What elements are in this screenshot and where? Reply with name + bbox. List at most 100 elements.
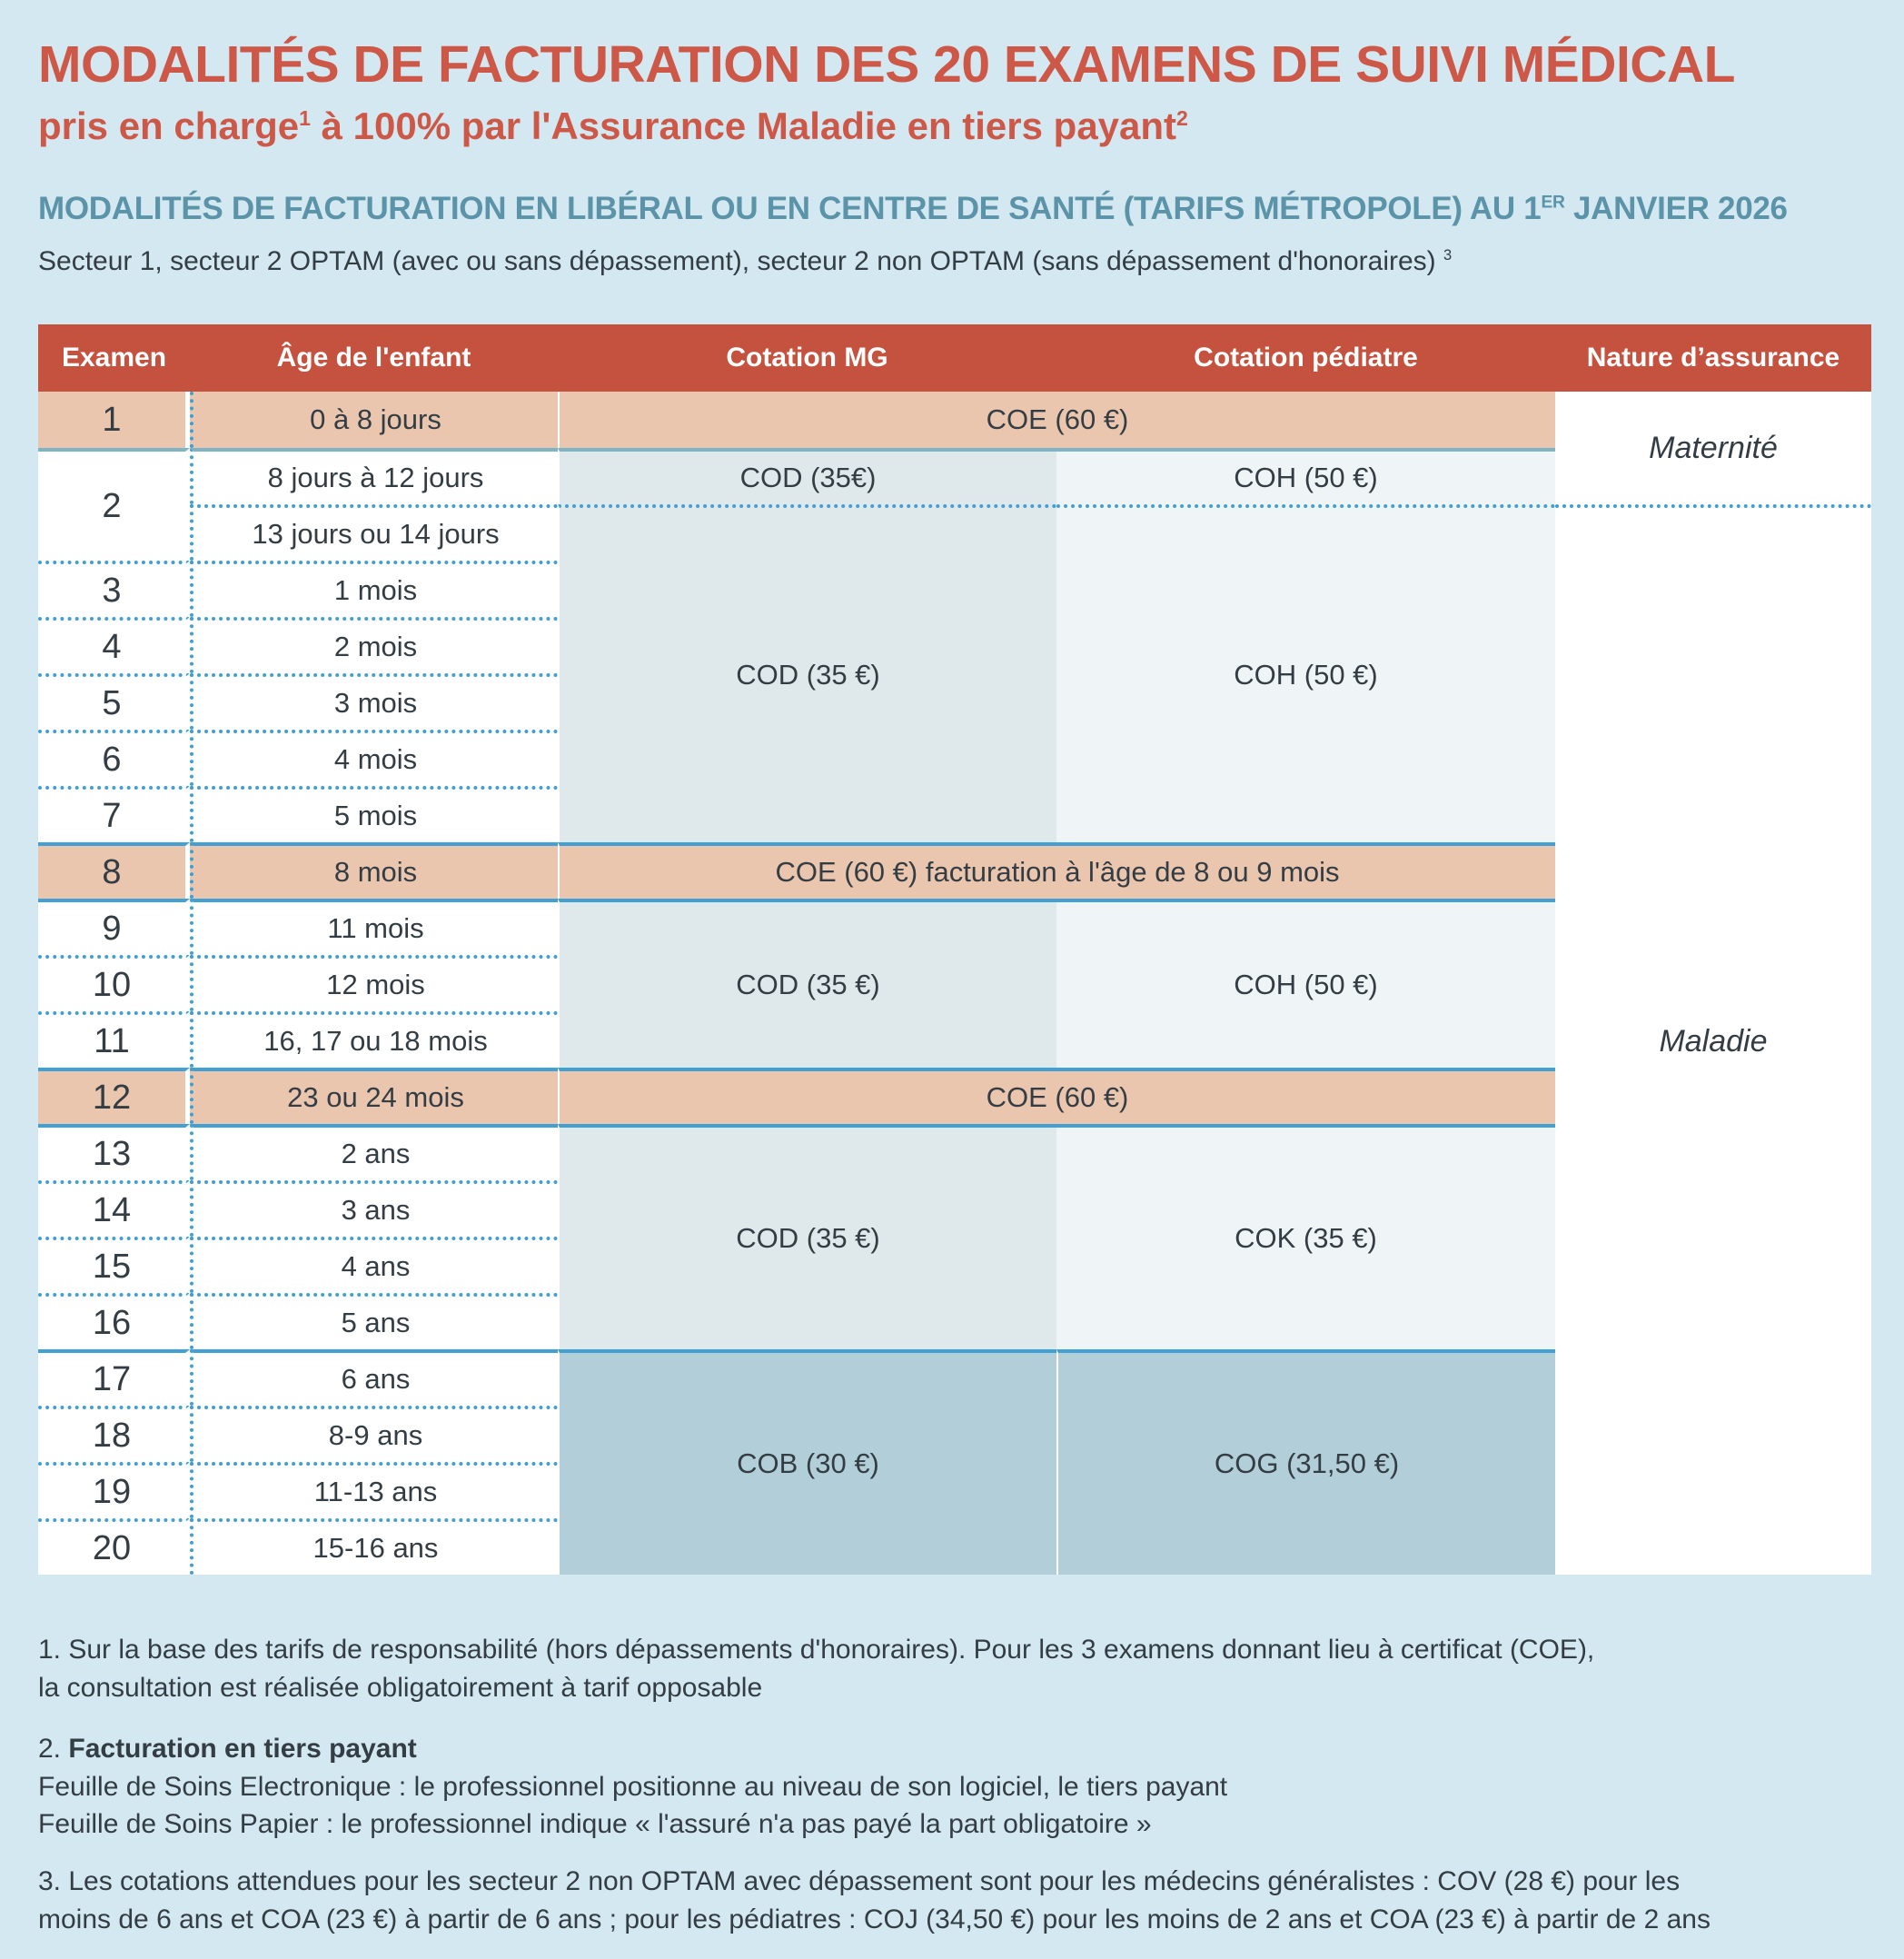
exam-number-cell: 1: [38, 392, 190, 449]
age-cell: 23 ou 24 mois: [190, 1068, 558, 1125]
age-cell: 2 ans: [190, 1124, 558, 1181]
exam-number-cell: 7: [38, 786, 190, 843]
table-row: 13 2 ans COD (35 €) COK (35 €): [38, 1124, 1871, 1350]
table-row: 19 11-13 ans: [38, 1462, 1871, 1519]
table-row: 12 23 ou 24 mois COE (60 €): [38, 1068, 1871, 1125]
billing-table: Examen Âge de l'enfant Cotation MG Cotat…: [38, 324, 1871, 1576]
table-row: 7 5 mois: [38, 786, 1871, 843]
age-cell: 13 jours ou 14 jours: [190, 504, 558, 562]
ordinal-superscript: ER: [1541, 193, 1565, 213]
column-header-nature-assurance: Nature d’assurance: [1555, 324, 1871, 393]
exam-number-cell: 20: [38, 1518, 190, 1576]
cotation-pediatre-cell: COH (50 €): [1056, 899, 1555, 1069]
page-title: MODALITÉS DE FACTURATION DES 20 EXAMENS …: [38, 35, 1735, 94]
exam-number-cell: 12: [38, 1068, 190, 1125]
assurance-cell-maladie: Maladie: [1555, 504, 1871, 1576]
exam-number-cell: 13: [38, 1124, 190, 1181]
table-row: 18 8-9 ans: [38, 1406, 1871, 1463]
subtitle-text-2: à 100% par l'Assurance Maladie en tiers …: [310, 104, 1177, 147]
column-header-examen: Examen: [38, 324, 190, 393]
cotation-mg-cell: COD (35 €): [558, 899, 1056, 1069]
section-heading: MODALITÉS DE FACTURATION EN LIBÉRAL OU E…: [38, 191, 1869, 227]
table-row: 10 12 mois: [38, 955, 1871, 1012]
cotation-pediatre-cell: COK (35 €): [1056, 1124, 1555, 1350]
table-row: 1 0 à 8 jours COE (60 €) Maternité: [38, 392, 1871, 505]
table-row: 5 3 mois: [38, 673, 1871, 731]
footnote-ref-1: 1: [299, 105, 311, 130]
table-row: 13 jours ou 14 jours COD (35 €) COH (50 …: [38, 504, 1871, 1576]
cotation-cell: COE (60 €) facturation à l'âge de 8 ou 9…: [558, 842, 1555, 900]
sector-text: Secteur 1, secteur 2 OPTAM (avec ou sans…: [38, 246, 1444, 277]
table-row: 20 15-16 ans: [38, 1518, 1871, 1576]
cotation-pediatre-cell: COH (50 €): [1056, 448, 1555, 505]
footnote-1-line-1: 1. Sur la base des tarifs de responsabil…: [38, 1635, 1595, 1666]
table-row: 16 5 ans: [38, 1293, 1871, 1350]
exam-number-cell: 11: [38, 1011, 190, 1069]
age-cell: 6 ans: [190, 1349, 558, 1407]
age-cell: 11-13 ans: [190, 1462, 558, 1519]
table-row: 3 1 mois: [38, 561, 1871, 618]
cotation-mg-cell: COB (30 €): [558, 1349, 1056, 1576]
footnote-1: 1. Sur la base des tarifs de responsabil…: [38, 1631, 1869, 1706]
footnote-1-line-2: la consultation est réalisée obligatoire…: [38, 1672, 763, 1703]
exam-number-cell: 15: [38, 1237, 190, 1294]
column-header-cotation-pediatre: Cotation pédiatre: [1056, 324, 1555, 393]
table-row: 6 4 mois: [38, 730, 1871, 787]
footnote-3: 3. Les cotations attendues pour les sect…: [38, 1863, 1869, 1938]
exam-number-cell: 3: [38, 561, 190, 618]
cotation-mg-cell: COD (35€): [558, 448, 1056, 505]
footnotes: 1. Sur la base des tarifs de responsabil…: [38, 1631, 1869, 1938]
age-cell: 4 ans: [190, 1237, 558, 1294]
exam-number-cell: 14: [38, 1180, 190, 1238]
footnote-2-line-2: Feuille de Soins Papier : le professionn…: [38, 1809, 1152, 1840]
age-cell: 0 à 8 jours: [190, 392, 558, 449]
cotation-cell: COE (60 €): [558, 1068, 1555, 1125]
section-heading-text-2: JANVIER 2026: [1564, 191, 1788, 227]
age-cell: 5 ans: [190, 1293, 558, 1350]
exam-number-cell: 10: [38, 955, 190, 1012]
age-cell: 11 mois: [190, 899, 558, 956]
table-row: 8 8 mois COE (60 €) facturation à l'âge …: [38, 842, 1871, 900]
age-cell: 15-16 ans: [190, 1518, 558, 1576]
exam-number-cell: 9: [38, 899, 190, 956]
age-cell: 12 mois: [190, 955, 558, 1012]
age-cell: 16, 17 ou 18 mois: [190, 1011, 558, 1069]
table-row: 11 16, 17 ou 18 mois: [38, 1011, 1871, 1069]
cotation-mg-cell: COD (35 €): [558, 1124, 1056, 1350]
footnote-ref-2: 2: [1176, 105, 1188, 130]
column-header-age: Âge de l'enfant: [190, 324, 558, 393]
exam-number-cell: 17: [38, 1349, 190, 1407]
age-cell: 5 mois: [190, 786, 558, 843]
subtitle-text: pris en charge: [38, 104, 300, 147]
cotation-pediatre-cell: COG (31,50 €): [1056, 1349, 1555, 1576]
page-subtitle: pris en charge1 à 100% par l'Assurance M…: [38, 104, 1869, 149]
exam-number-cell: 18: [38, 1406, 190, 1463]
cotation-cell: COE (60 €): [558, 392, 1555, 449]
footnote-ref-3: 3: [1443, 247, 1453, 264]
table-row: 17 6 ans COB (30 €) COG (31,50 €): [38, 1349, 1871, 1576]
footnote-2-title: Facturation en tiers payant: [68, 1734, 417, 1765]
age-cell: 3 mois: [190, 673, 558, 731]
age-cell: 3 ans: [190, 1180, 558, 1238]
exam-number-cell: 5: [38, 673, 190, 731]
table-row: 2 8 jours à 12 jours COD (35€) COH (50 €…: [38, 448, 1871, 562]
footnote-3-line-1: 3. Les cotations attendues pour les sect…: [38, 1866, 1681, 1897]
table-row: 9 11 mois COD (35 €) COH (50 €): [38, 899, 1871, 1069]
exam-number-cell: 2: [38, 448, 190, 562]
footnote-3-line-2: moins de 6 ans et COA (23 €) à partir de…: [38, 1904, 1711, 1934]
exam-number-cell: 19: [38, 1462, 190, 1519]
age-cell: 1 mois: [190, 561, 558, 618]
cotation-mg-cell: COD (35 €): [558, 504, 1056, 843]
age-cell: 2 mois: [190, 617, 558, 674]
age-cell: 8 mois: [190, 842, 558, 900]
cotation-pediatre-cell: COH (50 €): [1056, 504, 1555, 843]
exam-number-cell: 4: [38, 617, 190, 674]
exam-number-cell: 8: [38, 842, 190, 900]
table-row: 14 3 ans: [38, 1180, 1871, 1238]
age-cell: 8-9 ans: [190, 1406, 558, 1463]
footnote-2-number: 2.: [38, 1734, 62, 1765]
sector-description: Secteur 1, secteur 2 OPTAM (avec ou sans…: [38, 244, 1869, 279]
table-row: 15 4 ans: [38, 1237, 1871, 1294]
section-heading-text: MODALITÉS DE FACTURATION EN LIBÉRAL OU E…: [38, 191, 1542, 227]
exam-number-cell: 6: [38, 730, 190, 787]
